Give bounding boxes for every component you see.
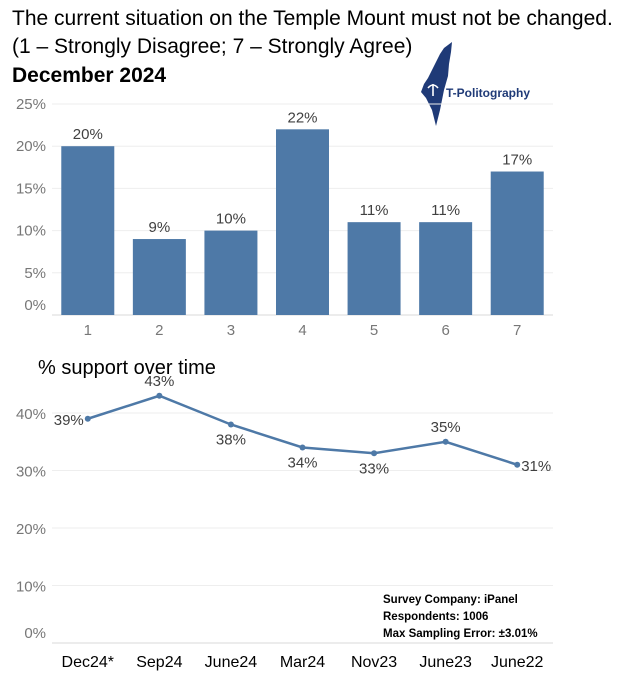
chart-title: The current situation on the Temple Moun… [12, 7, 613, 30]
y-tick-label: 20% [16, 138, 46, 155]
y-tick-label: 15% [16, 180, 46, 197]
bar [419, 222, 473, 315]
y-tick-label: 5% [24, 265, 46, 282]
x-tick-label: 4 [298, 322, 306, 339]
x-tick-label: 1 [84, 322, 92, 339]
data-label: 10% [216, 211, 246, 228]
data-label: 33% [359, 460, 389, 477]
data-label: 11% [431, 202, 460, 219]
y-tick-label: 30% [16, 464, 46, 481]
x-tick-label: June24 [205, 654, 258, 671]
bar-chart: 0% 5% 10% 15% 20% 25% 20% 1 9% 2 10% 3 22% 4 11% 5 11% 6 1… [16, 96, 553, 339]
logo-text: T-Politography [446, 86, 530, 100]
bar [347, 222, 401, 315]
data-point [156, 392, 163, 399]
y-tick-label: 0% [24, 297, 46, 314]
data-label: 22% [287, 109, 317, 126]
survey-company: Survey Company: iPanel [383, 594, 518, 606]
x-tick-label: Nov23 [351, 654, 397, 671]
data-label: 17% [502, 152, 532, 169]
chart-subtitle: (1 – Strongly Disagree; 7 – Strongly Agr… [12, 35, 413, 58]
y-tick-label: 25% [16, 96, 46, 113]
x-tick-label: Sep24 [136, 654, 182, 671]
x-tick-label: 2 [155, 322, 163, 339]
bar [276, 129, 329, 315]
survey-info: Survey Company: iPanel Respondents: 1006… [383, 592, 538, 643]
survey-error: Max Sampling Error: ±3.01% [383, 628, 538, 640]
data-label: 11% [360, 202, 389, 219]
survey-respondents: Respondents: 1006 [383, 611, 489, 623]
y-tick-label: 0% [24, 625, 46, 642]
bar [490, 171, 544, 315]
data-point [227, 421, 234, 428]
data-point [514, 461, 521, 468]
x-tick-label: June23 [419, 654, 472, 671]
data-point [84, 415, 91, 422]
data-point [371, 450, 378, 457]
data-label: 31% [521, 458, 551, 475]
data-label: 20% [73, 126, 103, 143]
line-chart-title: % support over time [38, 357, 216, 379]
israel-map-logo-icon [421, 42, 452, 126]
x-tick-label: 7 [513, 322, 521, 339]
data-label: 9% [149, 219, 171, 236]
y-tick-label: 10% [16, 223, 46, 240]
data-label: 43% [144, 373, 174, 390]
x-tick-label: Mar24 [280, 654, 325, 671]
x-tick-label: 3 [227, 322, 235, 339]
data-label: 34% [287, 455, 317, 472]
bar [204, 230, 258, 315]
data-point [299, 444, 306, 451]
x-tick-label: 6 [441, 322, 449, 339]
period-label: December 2024 [12, 64, 167, 87]
data-label: 38% [216, 432, 246, 449]
data-label: 39% [54, 412, 84, 429]
data-label: 35% [431, 419, 461, 436]
y-tick-label: 40% [16, 406, 46, 423]
x-tick-label: Dec24* [62, 654, 114, 671]
x-tick-label: 5 [370, 322, 378, 339]
bar [132, 239, 186, 315]
y-tick-label: 10% [16, 579, 46, 596]
x-tick-label: June22 [491, 654, 544, 671]
y-tick-label: 20% [16, 521, 46, 538]
data-point [442, 438, 449, 445]
bar [61, 146, 115, 315]
